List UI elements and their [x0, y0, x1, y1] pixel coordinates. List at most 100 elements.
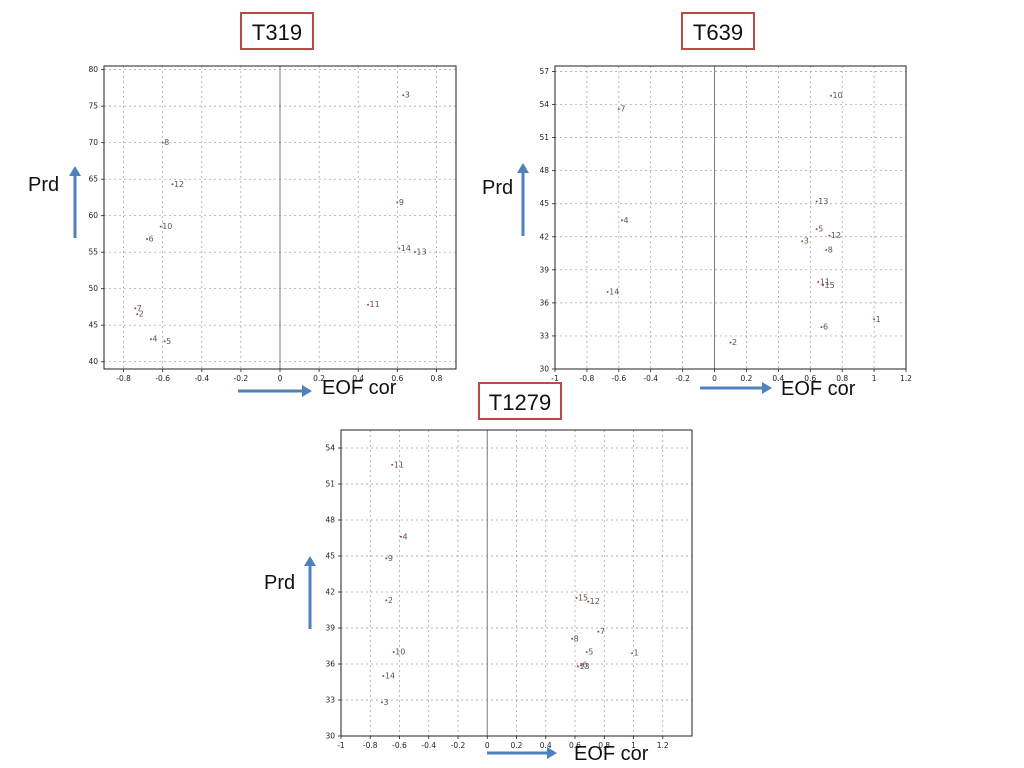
x-tick-label: -0.4	[194, 374, 209, 383]
prd-label-t319: Prd	[28, 174, 60, 196]
y-tick-label: 45	[539, 199, 549, 208]
data-point-label: 4	[624, 216, 629, 225]
data-point-label: 5	[166, 337, 171, 346]
data-point-label: 5	[818, 225, 823, 234]
data-point-label: 14	[609, 287, 619, 296]
data-point	[597, 630, 600, 633]
y-tick-label: 51	[325, 480, 335, 489]
data-point-label: 8	[828, 246, 833, 255]
data-point-label: 14	[401, 244, 411, 253]
y-tick-label: 36	[325, 660, 335, 669]
y-tick-label: 30	[539, 365, 549, 374]
data-point	[817, 280, 820, 283]
prd-label-t639: Prd	[482, 177, 514, 199]
y-tick-label: 48	[539, 166, 549, 175]
chart-title-t639: T639	[681, 12, 755, 50]
data-point-label: 4	[402, 532, 407, 541]
data-point-label: 11	[394, 460, 404, 469]
x-tick-label: 1.2	[900, 374, 912, 383]
x-tick-label: -0.6	[155, 374, 170, 383]
y-tick-label: 42	[539, 232, 549, 241]
data-point	[631, 652, 634, 655]
data-point	[579, 664, 582, 667]
x-tick-label: 0.6	[391, 374, 403, 383]
x-tick-label: -1	[337, 741, 345, 750]
plot-area	[555, 66, 906, 369]
data-point-label: 3	[804, 237, 809, 246]
y-tick-label: 39	[325, 624, 335, 633]
data-point	[413, 251, 416, 254]
data-point	[820, 326, 823, 329]
y-tick-label: 45	[325, 552, 335, 561]
data-point-label: 10	[833, 91, 843, 100]
data-point-label: 12	[174, 180, 184, 189]
data-point-label: 10	[395, 648, 405, 657]
x-tick-label: -0.4	[421, 741, 436, 750]
x-tick-label: -0.8	[116, 374, 131, 383]
plot-frame	[554, 65, 907, 370]
data-point-label: 2	[388, 596, 393, 605]
data-point	[587, 600, 590, 603]
x-tick-label: 0.4	[772, 374, 784, 383]
data-point	[815, 200, 818, 203]
data-point-label: 10	[162, 222, 172, 231]
y-tick-label: 51	[539, 133, 549, 142]
data-point-label: 2	[732, 338, 737, 347]
chart-title-t1279: T1279	[478, 382, 562, 420]
y-tick-label: 60	[88, 211, 98, 220]
data-point-label: 5	[588, 648, 593, 657]
y-tick-label: 75	[88, 102, 98, 111]
prd-arrow-t1279-head	[304, 556, 316, 566]
data-point	[402, 94, 405, 97]
y-tick-label: 50	[88, 284, 98, 293]
x-tick-label: -0.6	[611, 374, 626, 383]
eof-arrow-t1279-head	[547, 747, 557, 759]
eof-label-t319: EOF cor	[322, 377, 397, 399]
data-point-label: 1	[876, 315, 881, 324]
x-tick-label: -0.8	[580, 374, 595, 383]
x-tick-label: 1.2	[657, 741, 669, 750]
y-tick-label: 80	[88, 65, 98, 74]
data-point-label: 8	[574, 634, 579, 643]
data-point-label: 13	[416, 248, 426, 257]
data-point-label: 6	[149, 235, 154, 244]
data-point	[398, 247, 401, 250]
x-tick-label: -0.6	[392, 741, 407, 750]
data-point	[606, 290, 609, 293]
data-point-label: 3	[383, 698, 388, 707]
data-point-label: 8	[164, 138, 169, 147]
y-tick-label: 45	[88, 321, 98, 330]
x-tick-label: 0.8	[598, 741, 610, 750]
chart-title-t319: T319	[240, 12, 314, 50]
x-tick-label: 1	[631, 741, 636, 750]
data-point	[571, 637, 574, 640]
data-point	[146, 238, 149, 241]
data-point	[729, 341, 732, 344]
data-point	[136, 313, 139, 316]
x-tick-label: 0	[485, 741, 490, 750]
eof-label-t639: EOF cor	[781, 378, 856, 400]
data-point-label: 4	[152, 335, 157, 344]
y-tick-label: 40	[88, 357, 98, 366]
x-tick-label: 0.4	[540, 741, 552, 750]
data-point-label: 1	[634, 649, 639, 658]
data-point-label: 6	[823, 323, 828, 332]
data-point	[382, 675, 385, 677]
x-tick-label: 0.6	[804, 374, 816, 383]
data-point-label: 13	[579, 662, 589, 671]
x-tick-label: 0	[712, 374, 717, 383]
data-point-label: 2	[139, 310, 144, 319]
data-point	[801, 240, 804, 243]
x-tick-label: 1	[872, 374, 877, 383]
y-tick-label: 30	[325, 732, 335, 741]
x-tick-label: -0.2	[451, 741, 466, 750]
eof-arrow-t639-head	[762, 382, 772, 394]
data-point	[830, 94, 833, 97]
data-point	[575, 597, 578, 599]
x-tick-label: 0.2	[313, 374, 325, 383]
data-point-label: 13	[818, 197, 828, 206]
data-point	[399, 535, 402, 538]
data-point-label: 11	[820, 277, 830, 286]
